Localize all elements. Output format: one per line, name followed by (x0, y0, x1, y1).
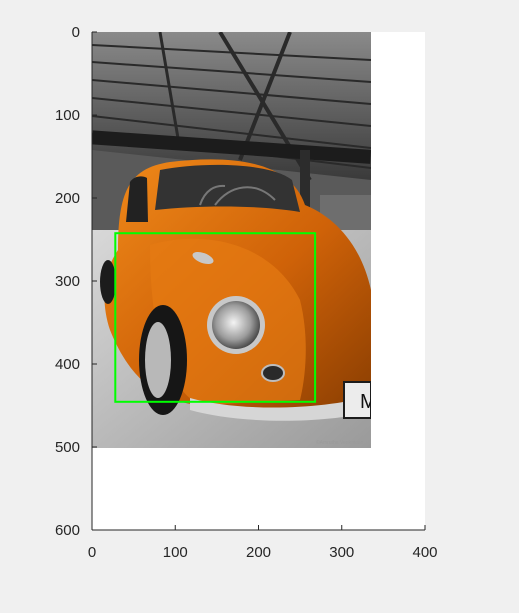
windshield-reflections (199, 184, 276, 206)
x-ticks (91, 525, 426, 530)
headlight (212, 301, 260, 349)
y-tick-label: 600 (55, 522, 80, 539)
y-tick-labels: 0 100 200 300 400 500 600 (55, 24, 80, 539)
front-hubcap (145, 322, 171, 398)
y-tick-label: 300 (55, 273, 80, 290)
car-image: M ©Amrutha Venkatesh (92, 32, 377, 448)
window-side (126, 176, 148, 222)
y-tick-label: 400 (55, 356, 80, 373)
y-tick-label: 200 (55, 190, 80, 207)
bounding-rectangle (114, 232, 317, 403)
x-tick-labels: 0 100 200 300 400 (88, 544, 438, 561)
y-tick-label: 500 (55, 439, 80, 456)
y-tick-label: 0 (72, 24, 80, 41)
y-ticks (92, 31, 97, 531)
horn-grille (261, 364, 285, 382)
rear-tire (100, 260, 116, 304)
watermark: ©Amrutha Venkatesh (316, 439, 364, 446)
y-tick-label: 100 (55, 107, 80, 124)
indicator (192, 251, 214, 265)
license-plate (343, 381, 371, 419)
x-tick-label: 100 (163, 544, 188, 561)
pillar (300, 150, 310, 230)
bumper (190, 396, 371, 421)
x-tick-label: 0 (88, 544, 96, 561)
x-tick-label: 400 (412, 544, 437, 561)
x-tick-label: 200 (246, 544, 271, 561)
license-plate-text: M (360, 391, 377, 413)
windshield (155, 164, 300, 212)
x-tick-label: 300 (329, 544, 354, 561)
